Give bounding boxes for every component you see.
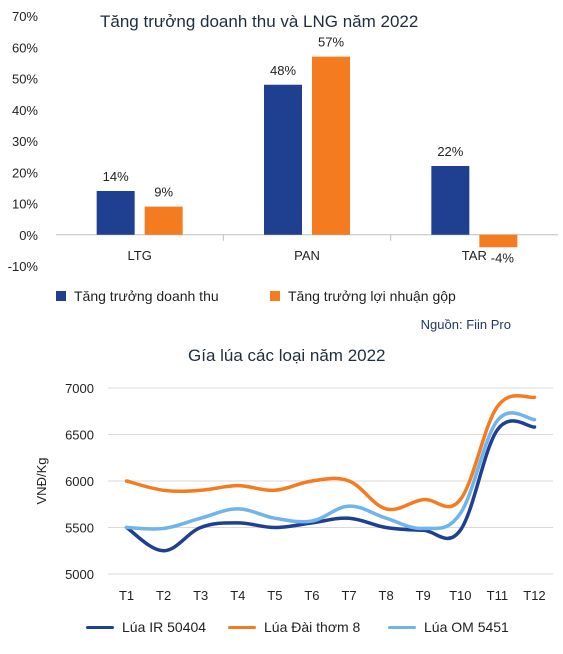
legend-ir50404-line (86, 625, 114, 629)
x-tick-label: T1 (119, 588, 134, 603)
bar-data-label: 22% (437, 144, 463, 159)
legend-daithom8: Lúa Đài thơm 8 (228, 619, 360, 635)
x-tick-label: T6 (304, 588, 319, 603)
x-tick-label: T10 (449, 588, 471, 603)
y-axis-label: VNĐ/Kg (34, 458, 49, 505)
bar-data-label: 57% (318, 35, 344, 50)
legend-gross-profit-label: Tăng trưởng lợi nhuận gộp (288, 288, 456, 304)
x-tick-label: T12 (523, 588, 545, 603)
y-tick-label: 0% (19, 228, 38, 243)
y-tick-label: 40% (12, 103, 38, 118)
legend-daithom8-label: Lúa Đài thơm 8 (264, 619, 361, 635)
y-tick-label: 5500 (65, 521, 94, 536)
y-tick-label: 60% (12, 40, 38, 55)
x-tick-label: T8 (379, 588, 394, 603)
legend-daithom8-line (228, 625, 256, 629)
category-label: TAR (462, 248, 487, 263)
legend-om5451-line (388, 625, 416, 629)
x-tick-label: T11 (487, 588, 508, 603)
y-tick-label: 70% (12, 9, 38, 24)
legend-om5451: Lúa OM 5451 (388, 619, 509, 635)
bar-data-label: 48% (270, 63, 296, 78)
bar-revenue (431, 166, 470, 235)
y-tick-label: 30% (12, 134, 38, 149)
legend-revenue: Tăng trưởng doanh thu (56, 288, 219, 304)
x-tick-label: T3 (193, 588, 208, 603)
legend-revenue-swatch (56, 291, 66, 301)
category-label: PAN (294, 248, 320, 263)
y-tick-label: -10% (8, 259, 39, 274)
x-tick-label: T4 (230, 588, 245, 603)
x-tick-label: T5 (267, 588, 282, 603)
bar-chart-title: Tăng trưởng doanh thu và LNG năm 2022 (100, 12, 419, 31)
legend-gross-profit: Tăng trưởng lợi nhuận gộp (270, 288, 456, 304)
y-tick-label: 10% (12, 197, 38, 212)
series-daithom8-line (124, 393, 537, 512)
bar-gross-profit (312, 56, 350, 235)
legend-revenue-label: Tăng trưởng doanh thu (74, 288, 219, 304)
series-ir50404-line (124, 419, 537, 553)
bar-data-label: -4% (491, 250, 515, 265)
bar-revenue (96, 191, 135, 235)
x-tick-label: T9 (416, 588, 431, 603)
bar-chart: 70% 60% 50% 40% 30% 20% 10% 0% -10% LTG 14% 9% PAN 48… (8, 9, 558, 274)
bar-data-label: 9% (154, 185, 173, 200)
bar-gross-profit (479, 234, 518, 248)
category-label: LTG (128, 248, 152, 263)
series-om5451-line (124, 411, 537, 531)
legend-gross-profit-swatch (270, 291, 280, 301)
y-tick-label: 50% (12, 72, 38, 87)
legend-ir50404: Lúa IR 50404 (86, 619, 206, 635)
y-tick-label: 7000 (65, 381, 94, 396)
bar-data-label: 14% (103, 169, 129, 184)
y-tick-label: 5000 (65, 567, 94, 582)
line-chart-title: Gía lúa các loại năm 2022 (188, 346, 386, 365)
y-tick-label: 20% (12, 165, 38, 180)
bar-gross-profit (144, 206, 183, 235)
x-tick-label: T7 (341, 588, 356, 603)
legend-om5451-label: Lúa OM 5451 (424, 619, 509, 635)
y-tick-label: 6500 (65, 428, 94, 443)
legend-ir50404-label: Lúa IR 50404 (122, 619, 207, 635)
x-tick-label: T2 (156, 588, 171, 603)
bar-revenue (264, 84, 302, 235)
source-note: Nguồn: Fiin Pro (420, 317, 511, 332)
y-tick-label: 6000 (65, 474, 94, 489)
